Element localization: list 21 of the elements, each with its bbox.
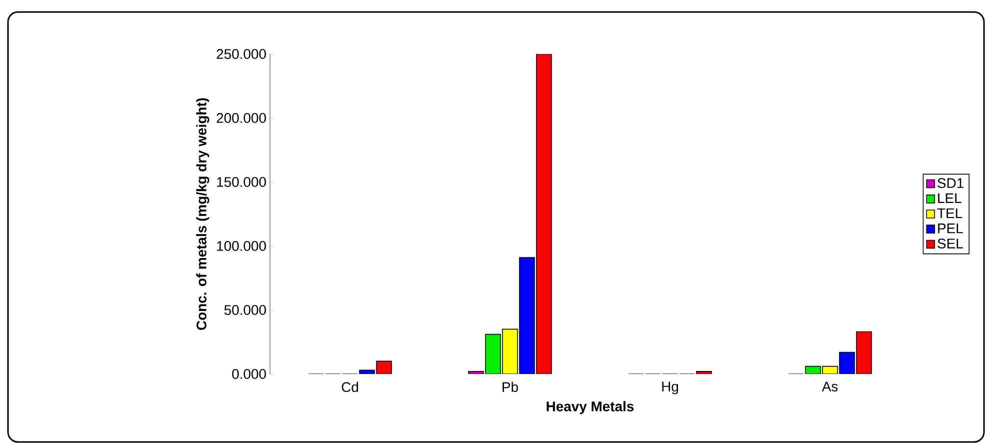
- y-tick-label: 100.000: [217, 241, 266, 251]
- y-tick-label: 0.000: [232, 369, 266, 379]
- y-axis-title: Conc. of metals (mg/kg dry weight): [196, 98, 210, 330]
- legend-label: TEL: [937, 208, 962, 218]
- y-tick-label: 50.000: [224, 305, 266, 315]
- legend-label: PEL: [938, 224, 963, 234]
- x-tick-label: Cd: [342, 382, 358, 392]
- y-tick-label: 150.000: [217, 177, 266, 187]
- y-tick-label: 250.000: [216, 49, 266, 59]
- bar: [519, 257, 535, 374]
- x-tick-label: Hg: [662, 382, 678, 394]
- legend-label: SD1: [938, 178, 964, 188]
- y-tick-label: 200.000: [216, 113, 266, 123]
- bar: [839, 352, 855, 374]
- x-axis-title: Heavy Metals: [546, 401, 634, 414]
- bar: [485, 334, 501, 374]
- legend-label: LEL: [938, 193, 962, 203]
- legend-label: SEL: [938, 238, 963, 248]
- bar: [502, 328, 518, 374]
- x-tick-label: Pb: [502, 382, 518, 392]
- x-tick-label: As: [822, 382, 838, 392]
